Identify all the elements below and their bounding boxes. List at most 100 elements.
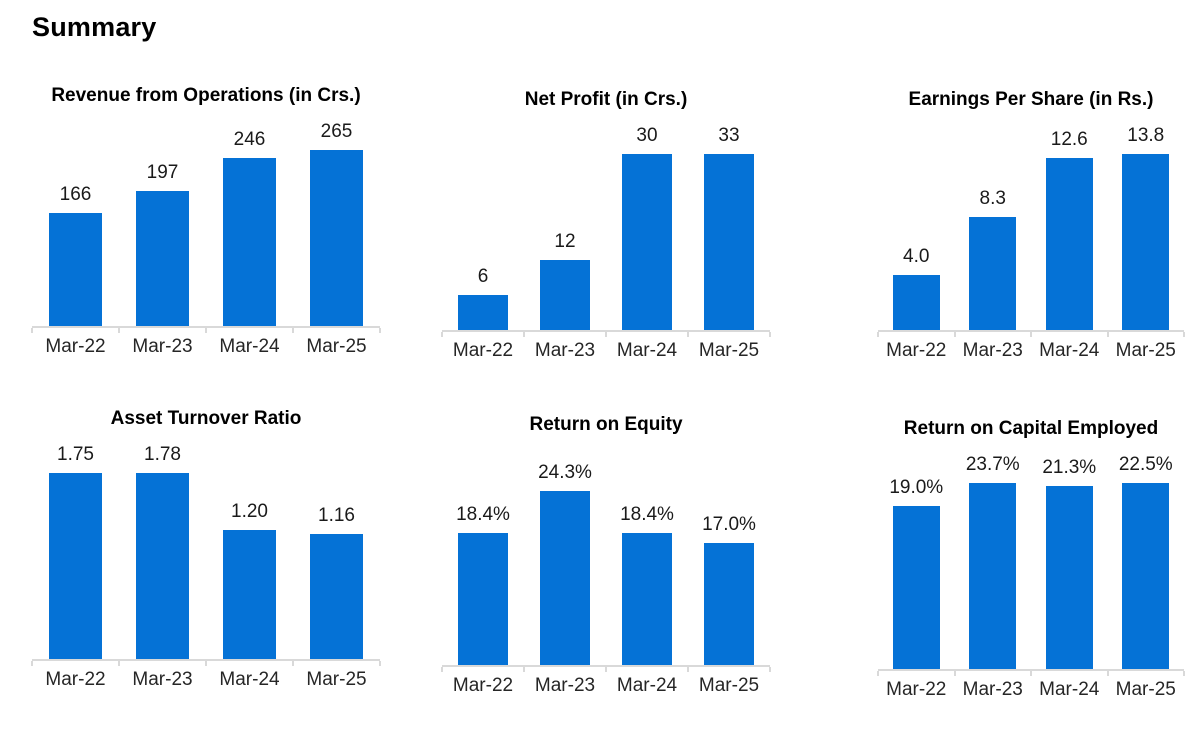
axis-tick [1183, 671, 1185, 676]
chart-title: Return on Equity [529, 414, 683, 435]
bar [539, 491, 591, 665]
axis-tick [31, 661, 33, 666]
chart-grid: Revenue from Operations (in Crs.) 166 197… [31, 85, 1190, 701]
x-axis [31, 659, 381, 666]
bar-group: 24.3% [524, 450, 606, 665]
bar-group: 18.4% [606, 450, 688, 665]
axis-tick [877, 332, 879, 337]
page-title: Summary [32, 12, 157, 42]
bar-group: 30 [606, 125, 688, 330]
axis-tick [118, 661, 120, 666]
category-label: Mar-24 [219, 669, 280, 690]
data-label: 23.7% [965, 454, 1020, 475]
bar-group: 23.7% [955, 454, 1032, 669]
data-label: 22.5% [1118, 454, 1173, 475]
bar [1045, 486, 1093, 669]
chart-title: Earnings Per Share (in Rs.) [908, 89, 1154, 110]
category-label: Mar-24 [616, 675, 678, 696]
category-label: Mar-22 [452, 340, 514, 361]
data-label: 1.20 [231, 501, 268, 522]
x-axis [877, 669, 1185, 676]
bar [892, 275, 940, 330]
axis-tick [1106, 671, 1109, 676]
category-label: Mar-24 [616, 340, 678, 361]
x-axis [31, 326, 381, 333]
bar [222, 530, 277, 659]
axis-tick [441, 667, 443, 672]
category-label: Mar-23 [534, 340, 596, 361]
category-axis-labels: Mar-22 Mar-23 Mar-24 Mar-25 [442, 675, 770, 697]
bar-group: 197 [119, 121, 206, 326]
chart-revenue-from-operations: Revenue from Operations (in Crs.) 166 197… [31, 85, 381, 362]
bar-group: 1.78 [119, 444, 206, 659]
bar-group: 22.5% [1108, 454, 1185, 669]
data-label: 1.75 [57, 444, 94, 465]
bar [703, 154, 755, 330]
axis-tick [605, 667, 607, 672]
category-label: Mar-22 [886, 679, 947, 700]
data-label: 19.0% [889, 477, 944, 498]
plot-area: 6 12 30 33 [442, 125, 770, 330]
axis-tick [118, 328, 120, 333]
category-label: Mar-25 [1115, 340, 1176, 361]
category-axis-labels: Mar-22 Mar-23 Mar-24 Mar-25 [32, 669, 380, 691]
category-label: Mar-25 [1115, 679, 1176, 700]
data-label: 21.3% [1042, 457, 1097, 478]
bar [135, 473, 190, 659]
axis-tick [1030, 671, 1032, 676]
category-label: Mar-23 [534, 675, 596, 696]
category-axis-labels: Mar-22 Mar-23 Mar-24 Mar-25 [878, 340, 1184, 362]
data-label: 246 [233, 129, 266, 150]
category-label: Mar-25 [306, 669, 367, 690]
bar-group: 12 [524, 125, 606, 330]
plot-area: 4.0 8.3 12.6 13.8 [878, 125, 1184, 330]
bar-group: 1.75 [32, 444, 119, 659]
bar-group: 21.3% [1031, 454, 1108, 669]
axis-tick [379, 661, 381, 666]
bar-group: 33 [688, 125, 770, 330]
bar [539, 260, 591, 330]
bar-group: 12.6 [1031, 125, 1108, 330]
category-label: Mar-22 [886, 340, 947, 361]
chart-net-profit: Net Profit (in Crs.) 6 12 30 33 Mar-22 Mar-2… [441, 89, 771, 362]
plot-area: 1.75 1.78 1.20 1.16 [32, 444, 380, 659]
category-label: Mar-23 [962, 679, 1023, 700]
category-label: Mar-22 [452, 675, 514, 696]
bar [703, 543, 755, 665]
data-label: 1.16 [318, 505, 355, 526]
axis-tick [687, 332, 689, 337]
bar [621, 154, 673, 330]
category-axis-labels: Mar-22 Mar-23 Mar-24 Mar-25 [878, 679, 1184, 701]
chart-title: Asset Turnover Ratio [110, 408, 302, 429]
bar-group: 166 [32, 121, 119, 326]
data-label: 30 [636, 125, 658, 146]
data-label: 6 [477, 266, 489, 287]
bar [892, 506, 940, 669]
category-label: Mar-24 [1039, 679, 1100, 700]
bar [1122, 154, 1170, 330]
data-label: 166 [59, 184, 92, 205]
bar [1045, 158, 1093, 330]
axis-tick [379, 328, 381, 333]
category-label: Mar-25 [698, 340, 760, 361]
bar-group: 19.0% [878, 454, 955, 669]
category-label: Mar-22 [45, 336, 106, 357]
category-label: Mar-24 [219, 336, 280, 357]
chart-return-on-equity: Return on Equity 18.4% 24.3% 18.4% 17.0% Ma… [441, 414, 771, 701]
bar-group: 246 [206, 121, 293, 326]
axis-tick [523, 667, 525, 672]
axis-tick [687, 667, 689, 672]
bar-group: 4.0 [878, 125, 955, 330]
axis-tick [769, 667, 771, 672]
category-label: Mar-23 [962, 340, 1023, 361]
category-label: Mar-23 [132, 669, 193, 690]
axis-tick [605, 332, 607, 337]
bar [309, 150, 364, 326]
plot-area: 18.4% 24.3% 18.4% 17.0% [442, 450, 770, 665]
data-label: 8.3 [979, 188, 1006, 209]
bar-group: 13.8 [1108, 125, 1185, 330]
axis-tick [953, 671, 956, 676]
bar [457, 295, 509, 330]
category-axis-labels: Mar-22 Mar-23 Mar-24 Mar-25 [442, 340, 770, 362]
